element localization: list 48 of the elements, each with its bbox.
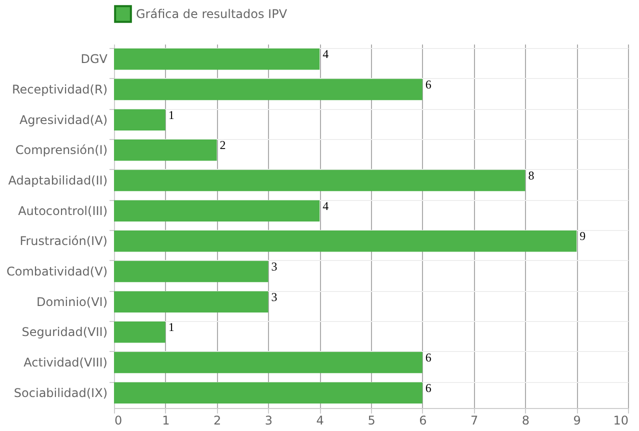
bar bbox=[114, 78, 422, 100]
data-label: 6 bbox=[425, 78, 432, 92]
bar bbox=[114, 230, 577, 252]
x-tick-label: 3 bbox=[264, 414, 273, 428]
data-label: 3 bbox=[271, 260, 278, 274]
data-label: 8 bbox=[528, 168, 534, 182]
y-tick-label: DGV bbox=[80, 52, 108, 66]
x-tick-label: 9 bbox=[573, 414, 581, 428]
y-tick-label: Actividad(VIII) bbox=[24, 356, 108, 370]
bar bbox=[114, 322, 166, 343]
y-tick-label: Adaptabilidad(II) bbox=[8, 174, 108, 188]
legend-label: Gráfica de resultados IPV bbox=[136, 7, 288, 21]
y-tick-label: Autocontrol(III) bbox=[18, 204, 108, 218]
x-tick-label: 0 bbox=[114, 414, 122, 428]
x-tick-label: 4 bbox=[316, 414, 324, 428]
bar bbox=[114, 200, 320, 222]
y-tick-label: Combatividad(V) bbox=[6, 264, 108, 278]
x-tick-label: 10 bbox=[613, 414, 628, 428]
bar bbox=[114, 48, 320, 70]
bar bbox=[114, 260, 268, 282]
x-tick-label: 1 bbox=[162, 414, 170, 428]
data-label: 4 bbox=[322, 47, 329, 62]
bar bbox=[114, 352, 422, 374]
y-tick-label: Sociabilidad(IX) bbox=[14, 386, 108, 400]
x-tick-label: 8 bbox=[522, 414, 530, 428]
bar bbox=[114, 140, 217, 161]
data-label: 6 bbox=[425, 350, 432, 364]
bar bbox=[114, 382, 422, 404]
x-tick-label: 2 bbox=[213, 414, 222, 428]
y-tick-label: Comprensión(I) bbox=[15, 143, 108, 158]
data-label: 1 bbox=[168, 320, 174, 334]
data-label: 4 bbox=[322, 198, 329, 213]
data-label: 9 bbox=[580, 229, 586, 244]
data-label: 1 bbox=[168, 108, 174, 122]
data-label: 2 bbox=[220, 138, 226, 152]
y-tick-label: Agresividad(A) bbox=[19, 112, 108, 127]
y-tick-label: Receptividad(R) bbox=[12, 82, 108, 96]
y-tick-label: Dominio(VI) bbox=[36, 294, 108, 309]
y-tick-label: Frustración(IV) bbox=[20, 234, 108, 248]
x-tick-label: 6 bbox=[419, 414, 427, 428]
y-tick-label: Seguridad(VII) bbox=[22, 325, 108, 340]
data-label: 6 bbox=[425, 380, 432, 395]
bar bbox=[114, 109, 166, 130]
x-tick-label: 7 bbox=[470, 414, 478, 428]
data-label: 3 bbox=[271, 290, 278, 304]
bar bbox=[114, 170, 526, 192]
bar bbox=[114, 291, 268, 312]
x-tick-label: 5 bbox=[368, 414, 376, 428]
